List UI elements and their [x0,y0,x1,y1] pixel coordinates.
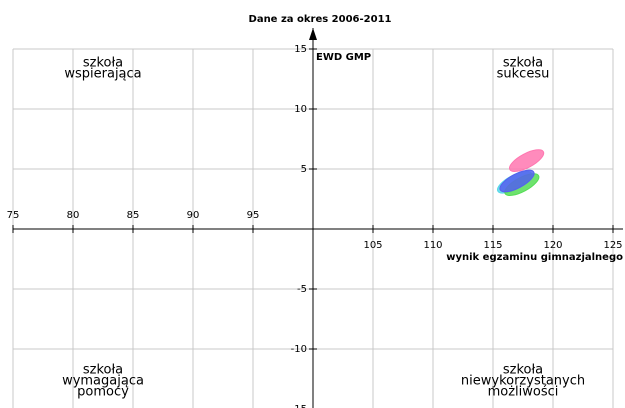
quadrant-label: wspierająca [64,67,141,82]
quadrant-label: szkoła [503,363,543,378]
x-axis-label: wynik egzaminu gimnazjalnego [446,252,623,263]
x-tick-label: 105 [363,240,382,251]
quadrant-label: wymagająca [62,374,144,389]
y-axis-arrow [309,28,317,40]
x-tick-label: 90 [187,210,200,221]
quadrant-label: szkoła [503,56,543,71]
x-tick-label: 115 [483,240,502,251]
quadrant-label: sukcesu [497,67,550,82]
quadrant-label: szkoła [83,363,123,378]
x-tick-label: 95 [247,210,260,221]
y-axis-label: EWD GMP [316,52,371,63]
x-tick-label: 120 [543,240,562,251]
quadrant-label: możliwości [488,385,559,400]
quadrant-label: niewykorzystanych [461,374,585,389]
point [509,149,545,172]
quadrant-label: szkoła [83,56,123,71]
x-tick-label: 110 [423,240,442,251]
y-tick-label: 15 [294,44,307,55]
x-tick-label: 75 [7,210,20,221]
x-tick-label: 85 [127,210,140,221]
y-tick-label: -5 [297,284,307,295]
quadrant-label: pomocy [77,385,129,400]
y-tick-label: 10 [294,104,307,115]
chart-title: Dane za okres 2006-2011 [249,14,392,25]
y-tick-label: 5 [301,164,307,175]
point [499,169,535,193]
y-tick-label: -10 [291,344,307,355]
x-tick-label: 80 [67,210,80,221]
y-tick-label: -15 [291,404,307,408]
x-tick-label: 125 [603,240,622,251]
